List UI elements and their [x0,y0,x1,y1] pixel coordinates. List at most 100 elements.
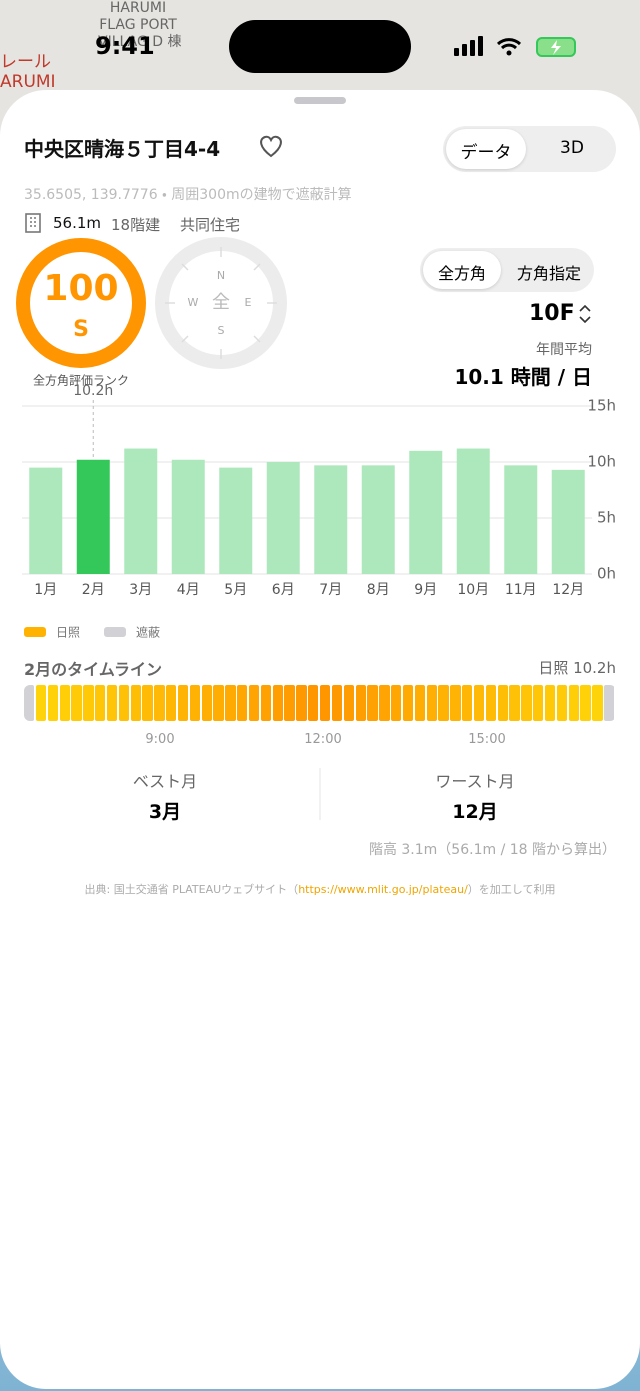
source: 出典: 国土交通省 PLATEAUウェブサイト（https://www.mlit… [0,881,640,897]
best-label: ベスト月 [132,772,198,791]
compass-center: 全 [212,292,230,313]
map-labels-left: レール ARUMI [0,52,56,92]
map-label: ARUMI [0,72,56,92]
timeline-cell [154,685,165,721]
legend-swatch [104,627,126,637]
timeline-cell [213,685,224,721]
timeline-cell [402,685,414,721]
map-label: VILLAG D 棟 [98,34,182,50]
coordinates: 35.6505, 139.7776 ・ 周囲300mの建物で遮蔽計算 [24,187,352,203]
x-tick-label: 11月 [505,582,537,598]
floor-height: 階高 3.1m（56.1m / 18 階から算出） [368,842,616,858]
bar [504,465,538,574]
bar [266,462,300,574]
timeline-cell [592,685,603,721]
timeline-cell [556,685,568,721]
legend-swatch [24,627,46,637]
y-tick-label: 0h [597,565,616,583]
timeline-cell [47,685,58,721]
stepper-icon[interactable] [578,305,592,323]
timeline-cell [248,685,260,721]
tab[interactable]: データ [460,143,512,163]
timeline-cell [308,685,319,721]
timeline-cell [201,685,212,721]
timeline-cell [568,685,579,721]
timeline-cell [296,685,307,721]
annotation: 10.2h [73,383,113,399]
source-link[interactable]: https://www.mlit.go.jp/plateau/ [298,883,468,896]
compass-dir: W [188,296,199,309]
status-time: 9:41 [95,32,155,60]
compass-dir: E [245,296,252,309]
timeline-cell [71,685,82,721]
timeline-cell [533,685,544,721]
timeline-cell [118,685,130,721]
timeline-cell [59,685,70,721]
building-icon [25,213,41,233]
timeline-cell [284,685,295,721]
timeline-cell [391,685,402,721]
legend-label: 遮蔽 [136,626,160,640]
timeline-title: 2月のタイムライン [24,660,163,679]
bar [409,450,443,574]
timeline-cell [497,685,508,721]
timeline-cell [604,685,615,721]
timeline-cell [225,685,236,721]
floor-selector[interactable]: 10F [529,301,575,326]
bar [456,448,490,574]
timeline-cell [438,685,449,721]
worst-label: ワースト月 [435,772,515,791]
annual-label: 年間平均 [536,342,592,358]
selected-tab [446,129,526,169]
best-value: 3月 [148,801,182,823]
bar [361,465,395,574]
timeline-cell [580,685,591,721]
timeline-cell [462,685,473,721]
timeline-tick: 12:00 [304,732,342,747]
timeline-cell [35,685,47,721]
source-prefix: 出典: 国土交通省 PLATEAUウェブサイト（ [84,883,299,896]
x-tick-label: 8月 [367,582,390,598]
y-tick-label: 10h [587,453,616,471]
rank-grade: S [73,317,89,342]
legend-label: 日照 [56,626,80,640]
timeline-cell [95,685,106,721]
timeline-cell [355,685,366,721]
timeline-cell [189,685,201,721]
building-height: 56.1m [53,214,102,232]
timeline-cell [521,685,532,721]
map-label: HARUMI [109,0,167,16]
timeline-summary: 日照 10.2h [538,659,616,677]
timeline-cell [414,685,426,721]
map-label: FLAG PORT [99,17,177,33]
x-tick-label: 3月 [129,582,152,598]
x-tick-label: 1月 [34,582,57,598]
y-tick-label: 5h [597,509,616,527]
dynamic-island [229,20,411,73]
compass-ring [155,237,287,369]
timeline-cell [379,685,390,721]
tab[interactable]: 3D [560,138,584,158]
timeline-cell [450,685,461,721]
timeline-cell [177,685,189,721]
annual-value: 10.1 時間 / 日 [454,365,592,389]
x-tick-label: 2月 [82,582,105,598]
x-tick-label: 4月 [177,582,200,598]
timeline-cell [320,685,331,721]
address-title: 中央区晴海５丁目4-4 [24,137,221,161]
timeline-cell [130,685,141,721]
map-label: レール [0,52,51,72]
tab[interactable]: 全方角 [437,264,486,283]
timeline-tick: 15:00 [468,732,506,747]
timeline-tick: 9:00 [145,732,175,747]
favorite-button[interactable] [257,133,285,159]
compass-dir: N [217,269,225,282]
x-tick-label: 10月 [457,582,489,598]
timeline-cell [485,685,497,721]
timeline-cell [272,685,283,721]
grabber[interactable] [294,97,346,104]
timeline-cell [331,685,343,721]
tab[interactable]: 方角指定 [516,264,581,283]
